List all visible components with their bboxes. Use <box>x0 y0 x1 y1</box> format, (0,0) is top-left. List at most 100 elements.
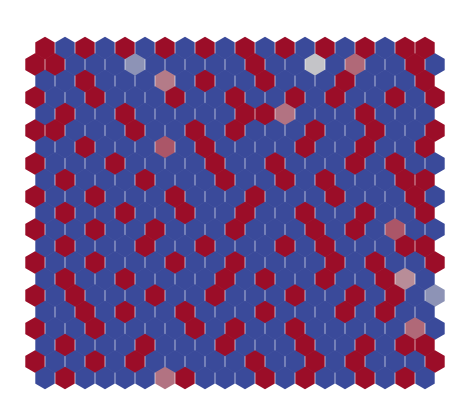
hex-cell <box>235 267 255 291</box>
hex-cell <box>95 267 115 291</box>
hex-cell <box>315 333 335 357</box>
hex-cell <box>125 86 145 109</box>
hex-cell <box>165 86 185 109</box>
hex-cell <box>125 251 145 274</box>
hex-cell <box>235 366 255 390</box>
hex-cell <box>425 86 445 109</box>
hex-cell <box>345 152 365 175</box>
hex-cell <box>195 36 215 60</box>
hex-cell <box>205 317 225 340</box>
hex-cell <box>195 366 215 390</box>
hex-cell <box>85 317 105 340</box>
hex-cell <box>425 251 445 274</box>
hex-cell <box>345 119 365 142</box>
hex-cell <box>375 201 395 225</box>
hex-cell <box>315 135 335 159</box>
hex-cell <box>155 201 175 225</box>
hex-cell <box>25 119 45 142</box>
hex-cell <box>395 102 415 126</box>
hex-cell <box>275 201 295 225</box>
hex-cell <box>305 218 325 241</box>
hex-cell <box>225 86 245 109</box>
hex-cell <box>115 135 135 159</box>
hex-cell <box>205 185 225 208</box>
hex-cell <box>35 69 55 93</box>
hex-cell <box>125 119 145 142</box>
hex-cell <box>405 251 425 274</box>
hex-cell <box>395 135 415 159</box>
hex-cell <box>255 201 275 225</box>
hex-cell <box>415 69 435 93</box>
hex-cell <box>275 36 295 60</box>
hex-cell <box>135 234 155 258</box>
hex-cell <box>355 333 375 357</box>
hex-cell <box>165 185 185 208</box>
hex-cell <box>65 218 85 241</box>
hex-cell <box>375 267 395 291</box>
hex-cell <box>45 284 65 307</box>
hex-cell <box>295 135 315 159</box>
hex-cell <box>365 284 385 307</box>
hex-cell <box>215 102 235 126</box>
hex-cell <box>25 317 45 340</box>
hex-cell <box>375 333 395 357</box>
hex-cell <box>85 53 105 76</box>
hex-cell <box>215 69 235 93</box>
hex-cell <box>185 284 205 307</box>
hex-cell <box>405 317 425 340</box>
hex-cell <box>315 267 335 291</box>
hex-cell <box>45 152 65 175</box>
hex-cell <box>245 218 265 241</box>
hex-cell <box>415 300 435 324</box>
hex-cell <box>45 350 65 373</box>
hex-cell <box>395 300 415 324</box>
hex-cell <box>215 333 235 357</box>
hex-cell <box>165 119 185 142</box>
hex-cell <box>385 86 405 109</box>
hex-cell <box>185 86 205 109</box>
hex-cell <box>305 86 325 109</box>
hex-cell <box>205 53 225 76</box>
hex-cell <box>265 86 285 109</box>
hex-cell <box>75 102 95 126</box>
hex-cell <box>105 119 125 142</box>
hex-cell <box>125 350 145 373</box>
hex-cell <box>275 267 295 291</box>
hex-cell <box>415 333 435 357</box>
hex-cell <box>335 168 355 192</box>
hex-cell <box>405 185 425 208</box>
hex-cell <box>165 251 185 274</box>
hex-cell <box>155 135 175 159</box>
hex-cell <box>245 53 265 76</box>
hex-cell <box>105 317 125 340</box>
hex-cell <box>265 317 285 340</box>
hex-cell <box>285 251 305 274</box>
hex-cell <box>115 267 135 291</box>
hex-cell <box>345 350 365 373</box>
hex-cell <box>155 333 175 357</box>
hex-cell <box>115 168 135 192</box>
hex-cell <box>75 135 95 159</box>
hex-cell <box>215 135 235 159</box>
hex-cell <box>235 135 255 159</box>
hex-cell <box>415 267 435 291</box>
hex-cell <box>155 234 175 258</box>
hex-cell <box>165 350 185 373</box>
hex-cell <box>275 168 295 192</box>
hex-cell <box>275 69 295 93</box>
hex-cell <box>265 119 285 142</box>
hex-cell <box>245 317 265 340</box>
hex-cell <box>115 300 135 324</box>
hex-cell <box>365 185 385 208</box>
hex-cell <box>365 218 385 241</box>
hex-cell <box>305 317 325 340</box>
hex-cell <box>175 300 195 324</box>
hex-cell <box>375 135 395 159</box>
hex-cell <box>395 69 415 93</box>
hex-cell <box>215 234 235 258</box>
hex-cell <box>75 36 95 60</box>
hex-cell <box>35 135 55 159</box>
hex-cell <box>185 218 205 241</box>
hex-cell <box>35 36 55 60</box>
hex-cell <box>405 86 425 109</box>
